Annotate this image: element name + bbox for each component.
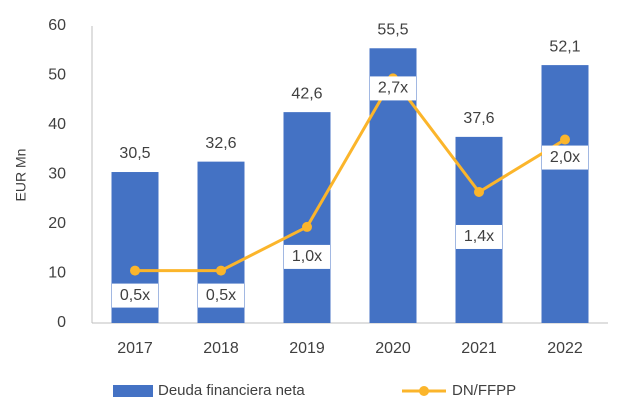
bar <box>283 112 331 323</box>
label-box <box>370 76 416 101</box>
line-point <box>474 186 484 197</box>
bar-value-label: 37,6 <box>463 110 494 127</box>
legend-label: Deuda financiera neta <box>158 382 305 399</box>
line-value-label: 2,0x <box>550 149 580 166</box>
y-tick-label: 30 <box>48 166 66 183</box>
y-axis-label: EUR Mn <box>13 149 29 202</box>
y-tick-label: 50 <box>48 67 66 84</box>
y-tick-label: 0 <box>57 314 66 331</box>
x-tick-label: 2021 <box>461 340 497 357</box>
legend-label: DN/FFPP <box>452 382 516 399</box>
line-value-label: 0,5x <box>120 287 150 304</box>
bar-value-label: 30,5 <box>119 145 150 162</box>
line-point <box>130 265 140 276</box>
x-tick-label: 2022 <box>547 340 583 357</box>
line-value-label: 1,4x <box>464 228 494 245</box>
bar-value-label: 55,5 <box>377 21 408 38</box>
x-tick-label: 2020 <box>375 340 411 357</box>
line-point <box>560 134 570 145</box>
bar-value-label: 52,1 <box>549 38 580 55</box>
label-box <box>198 283 244 308</box>
label-box <box>456 224 502 249</box>
y-tick-label: 10 <box>48 265 66 282</box>
line-value-label: 2,7x <box>378 80 408 97</box>
label-box <box>112 283 158 308</box>
x-tick-label: 2018 <box>203 340 239 357</box>
y-tick-label: 40 <box>48 116 66 133</box>
bar-value-label: 42,6 <box>291 85 322 102</box>
y-tick-label: 20 <box>48 215 66 232</box>
line-value-label: 1,0x <box>292 248 322 265</box>
line-value-label: 0,5x <box>206 287 236 304</box>
bar-value-label: 32,6 <box>205 135 236 152</box>
y-tick-label: 60 <box>48 17 66 34</box>
legend-swatch <box>113 385 153 397</box>
line-point <box>302 221 312 232</box>
legend-dot <box>419 386 429 396</box>
x-tick-label: 2017 <box>117 340 153 357</box>
line-point <box>216 265 226 276</box>
label-box <box>542 145 588 170</box>
bar <box>541 65 589 323</box>
label-box <box>284 244 330 269</box>
x-tick-label: 2019 <box>289 340 325 357</box>
line <box>135 75 566 273</box>
